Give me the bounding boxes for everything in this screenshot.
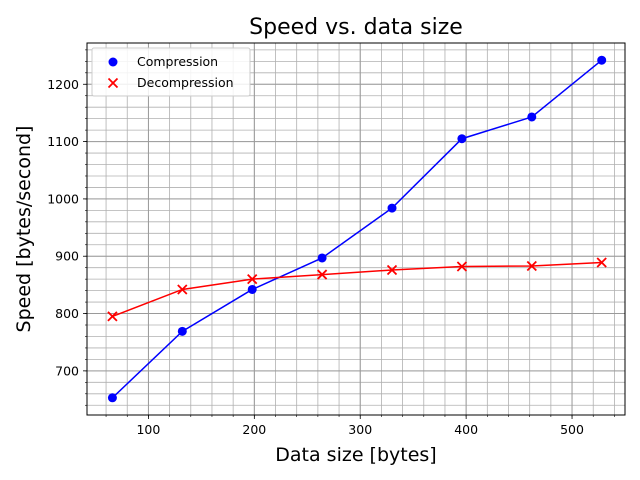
plot-frame bbox=[86, 42, 626, 416]
y-tick-label: 1100 bbox=[47, 134, 79, 149]
legend-marker-decompression bbox=[107, 77, 119, 89]
legend-marker-compression bbox=[108, 57, 118, 67]
data-point-compression bbox=[247, 284, 257, 294]
x-axis-label: Data size [bytes] bbox=[275, 444, 436, 466]
data-point-decompression bbox=[247, 274, 258, 285]
x-tick-label: 200 bbox=[242, 422, 266, 437]
y-tick-label: 900 bbox=[55, 249, 79, 264]
series-line-decompression bbox=[112, 261, 602, 318]
y-tick-label: 1000 bbox=[47, 191, 79, 206]
data-point-decompression bbox=[177, 284, 188, 295]
y-axis-label: Speed [bytes/second] bbox=[13, 126, 35, 333]
data-point-decompression bbox=[107, 311, 118, 322]
chart-title: Speed vs. data size bbox=[249, 15, 463, 40]
data-point-compression bbox=[107, 393, 117, 403]
x-tick-label: 500 bbox=[560, 422, 584, 437]
data-point-compression bbox=[387, 203, 397, 213]
data-point-compression bbox=[457, 134, 467, 144]
y-axis: 700 800 900 1000 1100 1200 bbox=[47, 49, 87, 406]
data-point-decompression bbox=[386, 264, 398, 276]
y-tick-label: 700 bbox=[55, 363, 79, 378]
data-point-compression bbox=[527, 112, 537, 122]
series-line-compression bbox=[111, 59, 603, 399]
major-grid bbox=[87, 43, 625, 415]
legend-frame bbox=[91, 47, 251, 97]
legend-label-decompression: Decompression bbox=[137, 75, 234, 90]
x-tick-label: 300 bbox=[348, 422, 372, 437]
series-layer bbox=[107, 55, 607, 403]
x-tick-label: 400 bbox=[454, 422, 478, 437]
data-point-compression bbox=[597, 55, 607, 65]
data-point-compression bbox=[177, 326, 187, 336]
data-point-decompression bbox=[526, 260, 537, 272]
data-point-decompression bbox=[316, 269, 328, 280]
y-tick-label: 1200 bbox=[47, 77, 79, 92]
minor-grid bbox=[87, 43, 625, 415]
y-tick-label: 800 bbox=[55, 306, 79, 321]
x-tick-label: 100 bbox=[136, 422, 160, 437]
data-point-decompression bbox=[596, 257, 607, 268]
legend-label-compression: Compression bbox=[137, 54, 218, 69]
data-point-decompression bbox=[456, 261, 468, 272]
x-axis: 100 200 300 400 500 bbox=[105, 415, 615, 437]
legend: Compression Decompression bbox=[91, 47, 251, 97]
data-point-compression bbox=[317, 253, 327, 263]
